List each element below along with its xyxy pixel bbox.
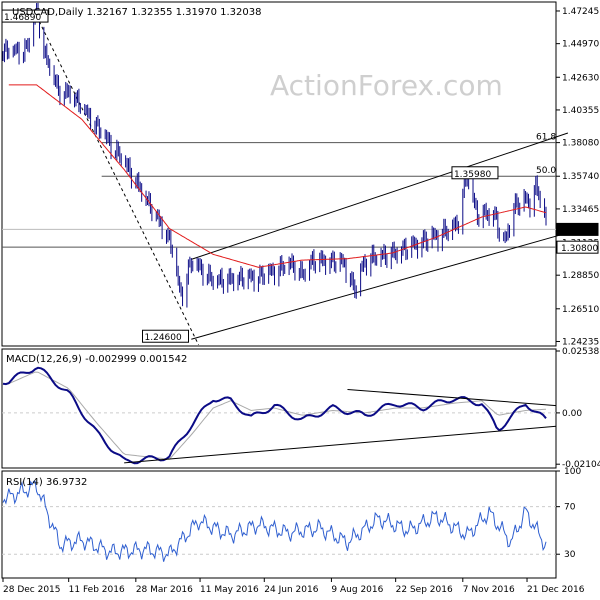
price-y-tick-label: 1.33465: [562, 205, 599, 215]
rsi-y-tick-label: 30: [564, 550, 576, 560]
moving-average-line: [8, 84, 547, 268]
last-price-label: 1.32038: [561, 226, 598, 236]
annotation-text: 1.35980: [454, 170, 491, 180]
macd-y-tick-label: -0.02104: [562, 460, 600, 470]
macd-y-tick-label: 0.00: [562, 409, 582, 419]
price-y-tick-label: 1.42630: [562, 73, 599, 83]
annotation-box: [142, 329, 190, 343]
macd-line: [2, 366, 547, 465]
macd-panel: 0.02538 0.00 -0.02104: [2, 347, 600, 470]
price-panel: 61.8 50.0 1.46890 1.24600 1.35980 1.47245 1.44…: [1, 2, 599, 347]
annotation-text: 1.46890: [4, 13, 41, 23]
level-label: 50.0: [536, 166, 556, 176]
price-y-tick-label: 1.26510: [562, 305, 599, 315]
x-tick-label: 28 Dec 2015: [3, 585, 61, 595]
rsi-y-tick-label: 70: [564, 503, 576, 513]
rsi-line: [2, 480, 547, 562]
price-y-tick-label: 1.44970: [562, 40, 599, 50]
rsi-panel: 100 70 30: [2, 467, 581, 562]
annotation-box: [451, 166, 499, 180]
level-label: 61.8: [536, 133, 556, 143]
price-y-tick-label: 1.47245: [562, 7, 599, 17]
x-axis: 28 Dec 2015 11 Feb 2016 28 Mar 2016 11 May …: [2, 578, 585, 595]
x-tick-label: 24 Jun 2016: [264, 585, 318, 595]
price-y-tick-label: 1.40355: [562, 106, 599, 116]
x-tick-label: 7 Nov 2016: [463, 585, 515, 595]
x-tick-label: 21 Dec 2016: [527, 585, 585, 595]
macd-title: MACD(12,26,9) -0.002999 0.001542: [6, 354, 187, 365]
watermark: ActionForex.com: [270, 69, 503, 102]
last-price-box: [556, 222, 599, 236]
trendline: [36, 15, 200, 346]
annotation-text: 1.24600: [145, 333, 182, 343]
macd-trendline: [124, 425, 557, 464]
price-y-tick-label: 1.38080: [562, 139, 599, 149]
trendline: [191, 232, 569, 340]
macd-signal-line: [3, 371, 547, 460]
price-y-tick-label: 1.28850: [562, 271, 599, 281]
x-tick-label: 28 Mar 2016: [136, 585, 193, 595]
x-tick-label: 11 May 2016: [200, 585, 259, 595]
x-tick-label: 9 Aug 2016: [331, 585, 383, 595]
price-y-tick-label: 1.35740: [562, 172, 599, 182]
price-title: USDCAD,Daily 1.32167 1.32355 1.31970 1.3…: [12, 7, 262, 18]
annotation-box: [1, 9, 49, 23]
rsi-title: RSI(14) 36.9732: [6, 477, 87, 488]
rsi-y-tick-label: 100: [564, 467, 581, 477]
macd-trendline: [347, 388, 557, 407]
macd-y-tick-label: 0.02538: [562, 347, 599, 357]
price-y-tick-label: 1.24235: [562, 337, 599, 347]
x-tick-label: 11 Feb 2016: [69, 585, 125, 595]
trendline: [191, 132, 569, 260]
macd-frame: [1, 348, 557, 469]
x-tick-label: 22 Sep 2016: [396, 585, 453, 595]
support-label: 1.30800: [561, 244, 598, 254]
support-box: [556, 240, 599, 254]
rsi-frame: [1, 470, 557, 579]
